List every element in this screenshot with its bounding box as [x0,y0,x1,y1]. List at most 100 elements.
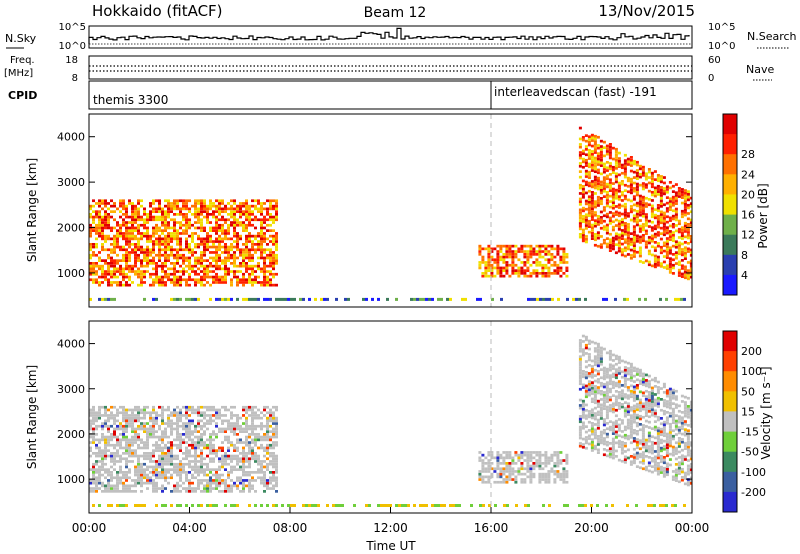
echo-cell [98,221,101,224]
echo-cell [514,478,518,481]
echo-cell [565,480,569,484]
echo-cell [272,471,275,474]
echo-cell [647,385,651,389]
nave-tick-bottom: 0 [708,73,714,84]
echo-cell [599,226,603,230]
echo-cell [260,221,263,224]
echo-cell [224,256,227,260]
echo-cell [236,441,239,444]
echo-cell [683,273,687,277]
echo-cell [683,191,687,195]
echo-cell [239,278,242,282]
echo-cell [584,240,588,244]
echo-cell [290,297,293,301]
echo-cell [632,208,636,212]
echo-cell [562,258,566,262]
echo-cell [308,297,311,301]
echo-cell [263,476,266,480]
echo-cell [671,233,675,237]
echo-cell [674,449,678,453]
echo-cell [683,205,687,209]
echo-cell [617,423,621,427]
echo-cell [578,200,582,203]
echo-cell [89,229,92,232]
echo-cell [323,297,326,301]
echo-cell [134,433,137,436]
echo-cell [230,281,233,284]
echo-cell [499,453,503,457]
echo-cell [245,460,248,463]
echo-cell [104,449,107,452]
echo-cell [206,414,209,417]
echo-cell [116,270,119,273]
echo-cell [608,148,612,152]
echo-cell [578,162,582,165]
echo-cell [170,424,173,428]
echo-cell [116,259,119,262]
echo-cell [547,253,551,256]
echo-cell [134,259,137,262]
echo-cell [188,471,191,474]
echo-cell [269,204,272,208]
echo-cell [179,223,182,227]
echo-cell [158,446,161,450]
echo-cell [650,427,654,430]
echo-cell [200,471,203,474]
echo-cell [128,234,131,238]
echo-cell [578,358,582,361]
echo-cell [245,218,248,222]
echo-cell [641,204,645,207]
echo-cell [611,206,615,210]
echo-cell [647,168,651,171]
echo-cell [662,420,666,424]
echo-cell [131,232,134,235]
echo-cell [152,283,155,287]
echo-cell [623,366,627,369]
echo-cell [662,214,666,217]
echo-cell [620,180,624,183]
echo-cell [140,484,143,488]
echo-cell [122,433,125,436]
echo-cell [593,358,597,361]
echo-cell [272,405,275,409]
echo-cell [263,479,266,482]
echo-cell [95,281,98,284]
echo-cell [158,210,161,213]
echo-cell [89,411,92,415]
echo-cell [547,250,551,253]
echo-cell [623,425,627,429]
echo-cell [484,261,488,264]
echo-cell [590,196,594,200]
echo-cell [176,213,179,216]
echo-cell [209,487,212,490]
echo-cell [167,267,170,271]
echo-cell [137,427,140,431]
echo-cell [578,366,582,369]
echo-cell [526,250,530,253]
echo-cell [224,427,227,431]
nave-label: Nave [746,63,774,76]
echo-cell [614,354,618,358]
echo-cell [164,204,167,208]
echo-cell [179,424,182,428]
echo-cell [272,272,275,276]
echo-cell [182,457,185,461]
echo-cell [653,460,657,464]
echo-cell [143,259,146,262]
echo-cell [182,223,185,227]
echo-cell [212,460,215,463]
echo-cell [550,453,554,457]
echo-cell [578,213,582,217]
echo-cell [239,251,242,254]
echo-cell [523,274,527,278]
echo-cell [125,441,128,444]
echo-cell [194,454,197,458]
echo-cell [608,167,612,171]
echo-cell [599,354,603,358]
echo-cell [596,378,600,381]
echo-cell [176,256,179,260]
echo-cell [89,232,92,235]
echo-cell [161,468,164,471]
echo-cell [161,237,164,241]
echo-cell [523,263,527,267]
